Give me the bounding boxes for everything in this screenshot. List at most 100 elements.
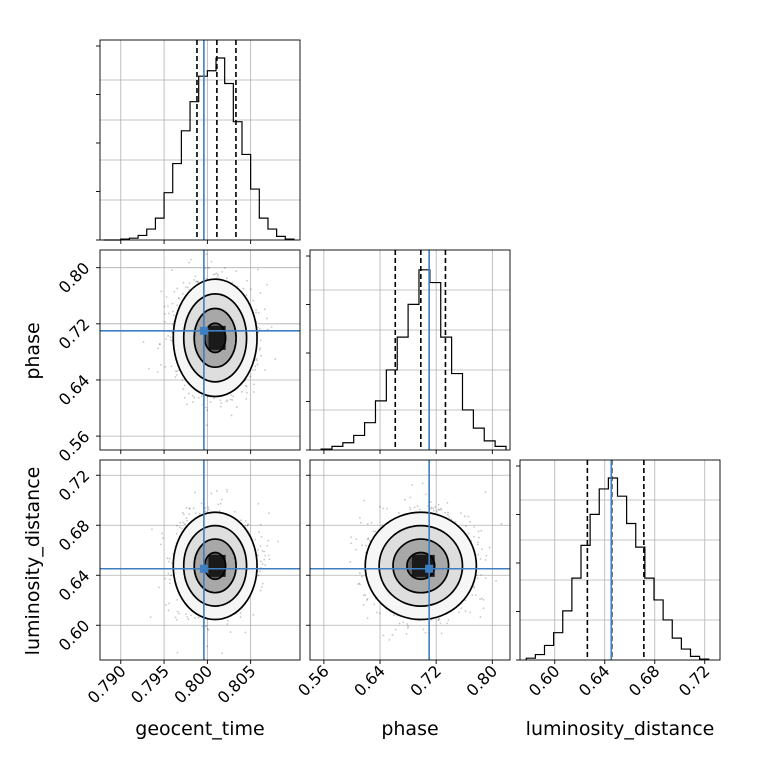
scatter-phase-vs-luminosity-distance-point <box>366 598 369 600</box>
scatter-geocent-time-vs-phase-point <box>254 368 257 371</box>
scatter-phase-vs-luminosity-distance-point <box>480 573 482 576</box>
x-tick-label-luminosity-distance: 0.68 <box>625 661 664 700</box>
x-tick-label-luminosity-distance: 0.60 <box>525 661 564 700</box>
scatter-geocent-time-vs-phase-point <box>167 305 169 308</box>
scatter-geocent-time-vs-phase-point <box>200 395 203 398</box>
scatter-geocent-time-vs-luminosity-distance-frame <box>99 459 301 661</box>
x-tick-label-phase: 0.72 <box>406 661 445 700</box>
scatter-geocent-time-vs-luminosity-distance-point <box>201 625 204 628</box>
scatter-phase-vs-luminosity-distance-point <box>473 586 475 589</box>
scatter-phase-vs-luminosity-distance-point <box>366 617 369 620</box>
scatter-geocent-time-vs-phase-point <box>173 290 176 293</box>
scatter-geocent-time-vs-phase-point <box>266 328 269 331</box>
scatter-phase-vs-luminosity-distance-point <box>485 554 488 557</box>
scatter-phase-vs-luminosity-distance-point <box>350 542 352 545</box>
scatter-geocent-time-vs-luminosity-distance-point <box>256 554 259 557</box>
scatter-geocent-time-vs-phase-point <box>171 302 174 305</box>
scatter-geocent-time-vs-luminosity-distance-point <box>187 618 190 620</box>
scatter-geocent-time-vs-phase-point <box>254 365 257 368</box>
scatter-phase-vs-luminosity-distance-point <box>405 633 408 635</box>
scatter-geocent-time-vs-phase-point <box>226 399 229 402</box>
hist-geocent-time-panel <box>96 39 301 244</box>
scatter-geocent-time-vs-luminosity-distance-point <box>181 527 183 530</box>
scatter-phase-vs-luminosity-distance-point <box>361 544 363 547</box>
scatter-geocent-time-vs-phase-point <box>260 354 262 357</box>
scatter-geocent-time-vs-phase-point <box>255 309 257 311</box>
scatter-geocent-time-vs-luminosity-distance-point <box>179 521 181 524</box>
scatter-phase-vs-luminosity-distance-point <box>474 594 477 597</box>
scatter-geocent-time-vs-phase-point <box>258 348 261 351</box>
scatter-phase-vs-luminosity-distance-point <box>416 505 419 508</box>
scatter-phase-vs-luminosity-distance-point <box>458 611 461 614</box>
scatter-geocent-time-vs-phase-point <box>232 395 235 398</box>
scatter-geocent-time-vs-luminosity-distance-point <box>189 507 191 510</box>
scatter-phase-vs-luminosity-distance-point <box>358 516 361 519</box>
scatter-geocent-time-vs-luminosity-distance-point <box>181 511 184 514</box>
scatter-geocent-time-vs-luminosity-distance-point <box>226 623 229 625</box>
scatter-geocent-time-vs-phase-point <box>147 367 150 370</box>
scatter-geocent-time-vs-luminosity-distance-point <box>159 543 162 546</box>
scatter-geocent-time-vs-luminosity-distance-point <box>185 517 188 520</box>
hist-phase-panel <box>306 249 511 454</box>
scatter-phase-vs-luminosity-distance-point <box>476 543 479 546</box>
scatter-phase-vs-luminosity-distance-point <box>440 508 443 511</box>
scatter-geocent-time-vs-phase-point <box>194 275 197 278</box>
x-tick-label-luminosity-distance: 0.64 <box>575 661 614 700</box>
scatter-geocent-time-vs-phase-point <box>176 304 178 307</box>
scatter-geocent-time-vs-luminosity-distance-point <box>204 625 207 628</box>
scatter-geocent-time-vs-phase-point <box>174 370 177 373</box>
scatter-phase-vs-luminosity-distance-point <box>386 507 389 510</box>
scatter-geocent-time-vs-phase-point <box>204 267 207 269</box>
scatter-geocent-time-vs-phase-point <box>230 394 233 396</box>
scatter-geocent-time-vs-luminosity-distance-point <box>207 508 210 511</box>
scatter-geocent-time-vs-luminosity-distance-point <box>167 572 170 575</box>
scatter-geocent-time-vs-luminosity-distance-point <box>225 488 228 491</box>
scatter-phase-vs-luminosity-distance-point <box>448 516 451 519</box>
scatter-phase-vs-luminosity-distance-point <box>402 621 404 624</box>
scatter-phase-vs-luminosity-distance-point <box>373 603 376 606</box>
scatter-geocent-time-vs-phase-point <box>219 399 222 402</box>
scatter-geocent-time-vs-luminosity-distance-point <box>219 502 222 505</box>
scatter-geocent-time-vs-luminosity-distance-point <box>226 490 229 493</box>
scatter-phase-vs-luminosity-distance-point <box>477 541 479 544</box>
scatter-geocent-time-vs-luminosity-distance-point <box>175 532 178 535</box>
scatter-phase-vs-luminosity-distance-panel: 0.56 0.64 0.72 0.80 <box>294 459 511 700</box>
scatter-geocent-time-vs-luminosity-distance-point <box>190 614 192 617</box>
scatter-geocent-time-vs-luminosity-distance-point <box>257 548 259 551</box>
scatter-geocent-time-vs-luminosity-distance-point <box>158 586 161 589</box>
scatter-phase-vs-luminosity-distance-point <box>407 625 410 627</box>
scatter-phase-vs-luminosity-distance-point <box>435 510 438 513</box>
scatter-phase-vs-luminosity-distance-point <box>425 493 427 496</box>
scatter-geocent-time-vs-phase-point <box>181 379 184 381</box>
scatter-geocent-time-vs-phase-point <box>212 273 215 276</box>
scatter-geocent-time-vs-phase-density-peak <box>208 325 226 350</box>
scatter-geocent-time-vs-luminosity-distance-point <box>176 524 178 527</box>
scatter-phase-vs-luminosity-distance-point <box>358 572 361 575</box>
y-tick-label-luminosity-distance: 0.60 <box>55 616 94 655</box>
scatter-phase-vs-luminosity-distance-point <box>437 503 440 506</box>
scatter-phase-vs-luminosity-distance-point <box>440 632 443 635</box>
scatter-phase-vs-luminosity-distance-point <box>447 619 450 621</box>
scatter-geocent-time-vs-phase-point <box>156 370 159 373</box>
scatter-geocent-time-vs-phase-point <box>176 287 179 290</box>
scatter-geocent-time-vs-phase-point <box>220 402 223 405</box>
scatter-geocent-time-vs-luminosity-distance-point <box>149 616 152 619</box>
scatter-geocent-time-vs-phase-point <box>186 286 189 289</box>
y-tick-label-phase: 0.64 <box>55 371 94 410</box>
scatter-geocent-time-vs-phase-point <box>259 339 262 342</box>
scatter-geocent-time-vs-phase-point <box>193 396 196 399</box>
scatter-phase-vs-luminosity-distance-point <box>430 619 433 621</box>
scatter-geocent-time-vs-luminosity-distance-point <box>233 510 236 513</box>
scatter-geocent-time-vs-phase-point <box>235 270 238 273</box>
scatter-phase-vs-luminosity-distance-point <box>480 529 483 532</box>
y-tick-label-phase: 0.72 <box>55 315 94 354</box>
scatter-geocent-time-vs-luminosity-distance-point <box>195 512 197 515</box>
scatter-phase-vs-luminosity-distance-point <box>477 553 479 556</box>
scatter-phase-vs-luminosity-distance-point <box>355 548 358 551</box>
scatter-geocent-time-vs-phase-point <box>255 311 258 314</box>
scatter-geocent-time-vs-phase-point <box>274 358 277 360</box>
scatter-geocent-time-vs-luminosity-distance-point <box>170 574 172 577</box>
scatter-geocent-time-vs-phase-point <box>142 341 145 343</box>
x-tick-label-geocent-time: 0.790 <box>84 661 130 707</box>
scatter-phase-vs-luminosity-distance-density <box>310 460 510 660</box>
